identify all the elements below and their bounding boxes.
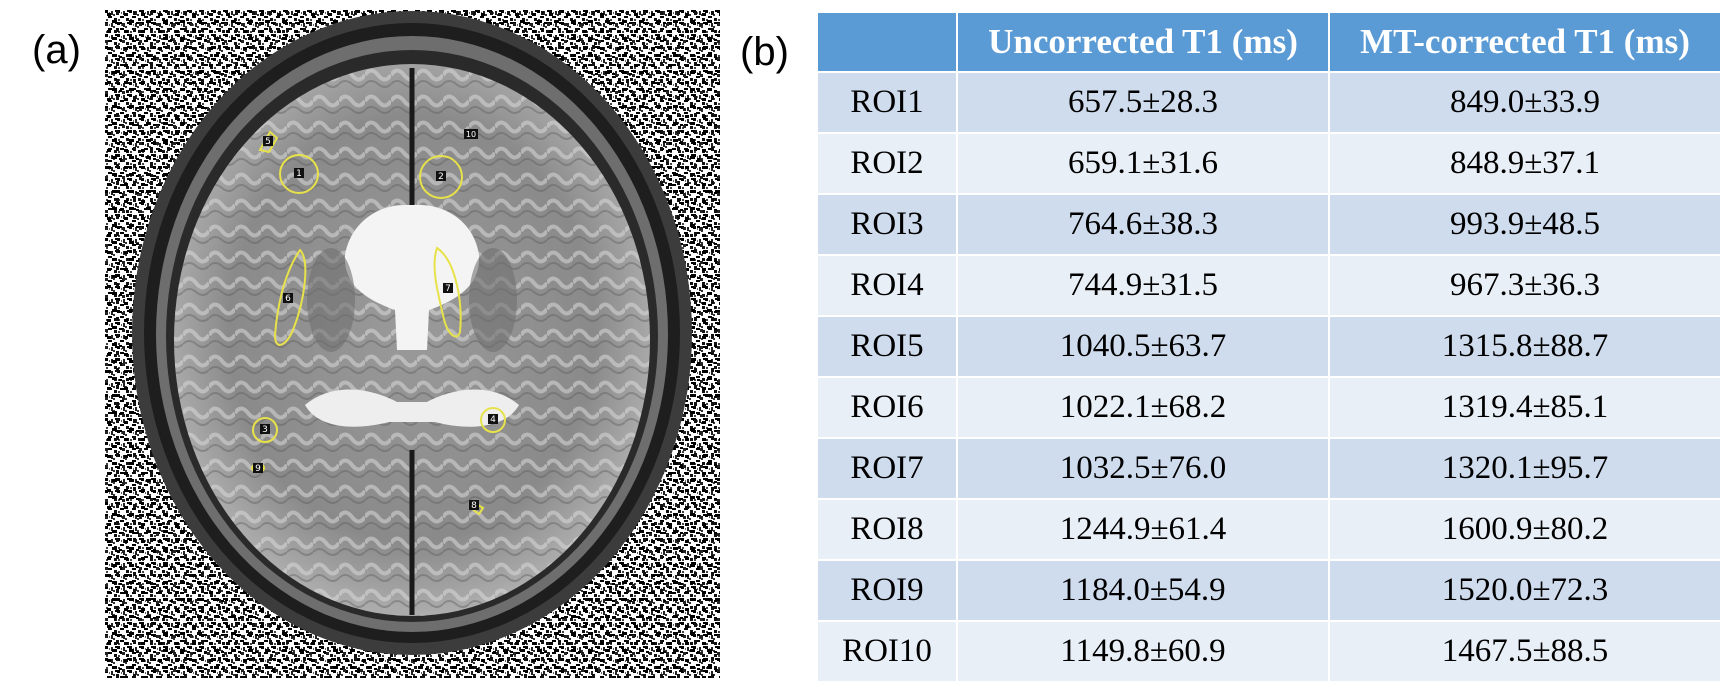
roi-2-outline [419, 155, 463, 199]
roi-3-label: 3 [262, 425, 268, 435]
roi-5-label: 5 [265, 137, 271, 147]
cell-uncorrected: 1032.5±76.0 [956, 437, 1330, 500]
panel-label-a: (a) [32, 28, 81, 72]
cell-corrected: 1315.8±88.7 [1328, 315, 1722, 378]
cell-roi: ROI9 [816, 559, 958, 622]
cell-roi: ROI8 [816, 498, 958, 561]
lateral-ventricles [344, 205, 480, 350]
cell-corrected: 1600.9±80.2 [1328, 498, 1722, 561]
cell-corrected: 849.0±33.9 [1328, 71, 1722, 134]
table-row: ROI8 1244.9±61.4 1600.9±80.2 [816, 498, 1722, 561]
header-uncorrected: Uncorrected T1 (ms) [956, 11, 1330, 73]
roi-7-label: 7 [445, 284, 451, 294]
cell-uncorrected: 659.1±31.6 [956, 132, 1330, 195]
roi-8-label: 8 [471, 501, 477, 511]
cell-uncorrected: 1244.9±61.4 [956, 498, 1330, 561]
cell-roi: ROI4 [816, 254, 958, 317]
cell-uncorrected: 764.6±38.3 [956, 193, 1330, 256]
roi-number-labels: 1 2 3 4 5 6 7 8 9 10 [253, 129, 498, 511]
cell-uncorrected: 1149.8±60.9 [956, 620, 1330, 683]
cell-roi: ROI5 [816, 315, 958, 378]
cell-uncorrected: 1022.1±68.2 [956, 376, 1330, 439]
putamen-right [469, 248, 517, 352]
cell-corrected: 1520.0±72.3 [1328, 559, 1722, 622]
roi-9-label: 9 [255, 464, 261, 474]
table-row: ROI4 744.9±31.5 967.3±36.3 [816, 254, 1722, 317]
cell-corrected: 1467.5±88.5 [1328, 620, 1722, 683]
table-row: ROI2 659.1±31.6 848.9±37.1 [816, 132, 1722, 195]
cell-corrected: 967.3±36.3 [1328, 254, 1722, 317]
table-row: ROI6 1022.1±68.2 1319.4±85.1 [816, 376, 1722, 439]
table-row: ROI10 1149.8±60.9 1467.5±88.5 [816, 620, 1722, 683]
roi-1-label: 1 [296, 169, 302, 179]
cell-roi: ROI7 [816, 437, 958, 500]
cell-corrected: 993.9±48.5 [1328, 193, 1722, 256]
panel-label-b: (b) [740, 30, 789, 74]
roi-1-outline [279, 154, 319, 194]
t1-results-table: Uncorrected T1 (ms) MT-corrected T1 (ms)… [816, 11, 1722, 683]
cell-uncorrected: 657.5±28.3 [956, 71, 1330, 134]
mri-brain-image: 1 2 3 4 5 6 7 8 9 10 [105, 10, 720, 678]
table-row: ROI5 1040.5±63.7 1315.8±88.7 [816, 315, 1722, 378]
table-header-row: Uncorrected T1 (ms) MT-corrected T1 (ms) [816, 11, 1722, 73]
cell-corrected: 1320.1±95.7 [1328, 437, 1722, 500]
cell-roi: ROI1 [816, 71, 958, 134]
cell-roi: ROI6 [816, 376, 958, 439]
roi-4-label: 4 [490, 415, 496, 425]
roi-6-outline [273, 248, 307, 346]
cell-corrected: 848.9±37.1 [1328, 132, 1722, 195]
cell-corrected: 1319.4±85.1 [1328, 376, 1722, 439]
putamen-left [307, 248, 355, 352]
table-row: ROI9 1184.0±54.9 1520.0±72.3 [816, 559, 1722, 622]
roi-2-label: 2 [438, 172, 444, 182]
roi-10-label: 10 [466, 130, 476, 139]
mri-svg: 1 2 3 4 5 6 7 8 9 10 [105, 10, 720, 678]
roi-7-outline [433, 246, 462, 338]
cell-uncorrected: 1184.0±54.9 [956, 559, 1330, 622]
header-roi [816, 11, 958, 73]
header-corrected: MT-corrected T1 (ms) [1328, 11, 1722, 73]
table-row: ROI7 1032.5±76.0 1320.1±95.7 [816, 437, 1722, 500]
roi-6-label: 6 [285, 294, 291, 304]
cell-uncorrected: 744.9±31.5 [956, 254, 1330, 317]
posterior-horns [305, 389, 519, 427]
table-row: ROI3 764.6±38.3 993.9±48.5 [816, 193, 1722, 256]
roi-3-outline [252, 417, 278, 443]
cell-roi: ROI10 [816, 620, 958, 683]
roi-4-outline [480, 407, 506, 433]
cell-uncorrected: 1040.5±63.7 [956, 315, 1330, 378]
cell-roi: ROI2 [816, 132, 958, 195]
cell-roi: ROI3 [816, 193, 958, 256]
table-row: ROI1 657.5±28.3 849.0±33.9 [816, 71, 1722, 134]
